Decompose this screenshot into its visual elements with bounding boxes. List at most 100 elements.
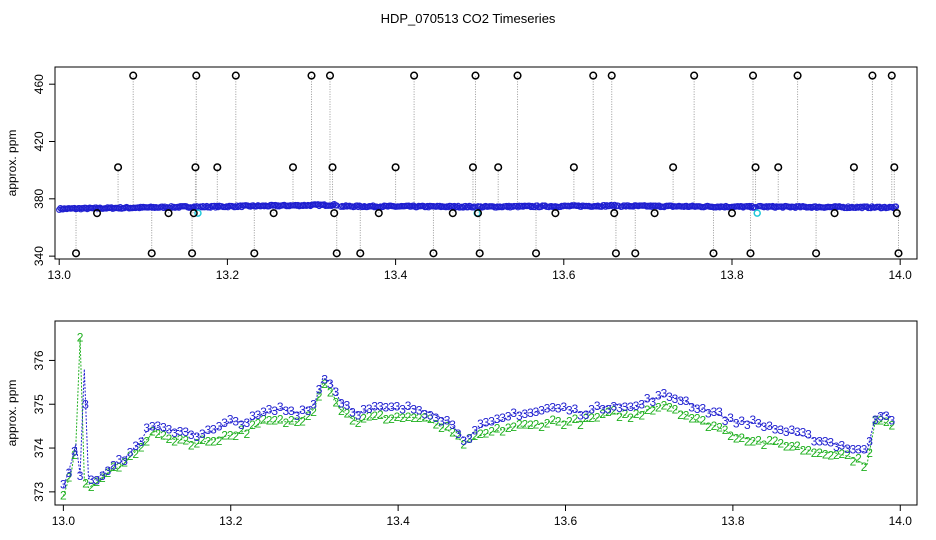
series-marker-3: 3 bbox=[510, 406, 517, 420]
series-marker-3: 3 bbox=[522, 407, 529, 421]
reference-point bbox=[531, 249, 541, 258]
series-marker-2: 2 bbox=[644, 403, 651, 417]
series-marker-3: 3 bbox=[877, 410, 884, 424]
series-marker-2: 2 bbox=[149, 425, 156, 439]
series-marker-2: 2 bbox=[277, 413, 284, 427]
series-marker-3: 3 bbox=[377, 399, 384, 413]
series-marker-3: 3 bbox=[783, 425, 790, 439]
series-marker-2: 2 bbox=[711, 419, 718, 433]
series-marker-3: 3 bbox=[677, 394, 684, 408]
series-marker-2: 2 bbox=[388, 412, 395, 426]
reference-point bbox=[332, 249, 341, 258]
series-marker-2: 2 bbox=[288, 414, 295, 428]
x-tick-label: 13.6 bbox=[552, 268, 576, 282]
series-marker-2: 2 bbox=[672, 403, 679, 417]
series-marker-2: 2 bbox=[844, 448, 851, 462]
series-marker-3: 3 bbox=[255, 408, 262, 422]
top-y-axis: 340 380 420 460 bbox=[32, 74, 55, 266]
series-marker-2: 2 bbox=[605, 405, 612, 419]
series-marker-3: 3 bbox=[805, 428, 812, 442]
series-marker-2: 2 bbox=[794, 439, 801, 453]
series-marker-2: 2 bbox=[338, 404, 345, 418]
series-marker-3: 3 bbox=[822, 435, 829, 449]
series-marker-2: 2 bbox=[316, 390, 323, 404]
series-marker-3: 3 bbox=[138, 435, 145, 449]
series-marker-3: 3 bbox=[355, 409, 362, 423]
series-marker-2: 2 bbox=[121, 456, 128, 470]
series-marker-2: 2 bbox=[410, 411, 417, 425]
series-marker-3: 3 bbox=[711, 405, 718, 419]
reference-point bbox=[751, 163, 760, 172]
series-marker-3: 3 bbox=[405, 399, 412, 413]
series-marker-2: 2 bbox=[622, 407, 629, 421]
series-marker-3: 3 bbox=[349, 406, 356, 420]
series-marker-2: 2 bbox=[677, 408, 684, 422]
series-marker-3: 3 bbox=[722, 414, 729, 428]
series-marker-2: 2 bbox=[371, 409, 378, 423]
series-marker-3: 3 bbox=[182, 425, 189, 439]
series-marker-3: 3 bbox=[833, 440, 840, 454]
series-marker-2: 2 bbox=[327, 386, 334, 400]
x-tick-label: 14.0 bbox=[889, 514, 913, 528]
series-marker-2: 2 bbox=[260, 413, 267, 427]
reference-point bbox=[709, 249, 718, 258]
series-marker-2: 2 bbox=[877, 414, 884, 428]
reference-point bbox=[307, 71, 316, 80]
y-tick-label: 380 bbox=[32, 188, 46, 208]
series-marker-2: 2 bbox=[472, 429, 479, 443]
series-marker-3: 3 bbox=[616, 401, 623, 415]
series-marker-3: 3 bbox=[455, 427, 462, 441]
series-marker-2: 2 bbox=[683, 408, 690, 422]
series-marker-2: 2 bbox=[772, 434, 779, 448]
series-marker-3: 3 bbox=[477, 417, 484, 431]
series-marker-3: 3 bbox=[794, 425, 801, 439]
series-marker-3: 3 bbox=[99, 469, 106, 483]
reference-point bbox=[748, 71, 758, 80]
reference-point bbox=[650, 209, 659, 218]
series-marker-2: 2 bbox=[143, 435, 150, 449]
reference-point bbox=[164, 209, 173, 218]
reference-point bbox=[868, 71, 877, 80]
reference-point bbox=[471, 71, 480, 80]
series-marker-3: 3 bbox=[866, 434, 873, 448]
reference-point bbox=[114, 163, 123, 172]
series-marker-3: 3 bbox=[399, 402, 406, 416]
series-marker-3: 3 bbox=[577, 409, 584, 423]
series-marker-3: 3 bbox=[416, 404, 423, 418]
series-marker-2: 2 bbox=[566, 414, 573, 428]
series-marker-3: 3 bbox=[527, 406, 534, 420]
series-marker-3: 3 bbox=[744, 418, 751, 432]
series-marker-2: 2 bbox=[588, 411, 595, 425]
series-marker-2: 2 bbox=[800, 443, 807, 457]
series-marker-2: 2 bbox=[405, 410, 412, 424]
series-marker-2: 2 bbox=[155, 427, 162, 441]
series-marker-2: 2 bbox=[160, 429, 167, 443]
series-marker-2: 2 bbox=[811, 446, 818, 460]
series-marker-2: 2 bbox=[555, 414, 562, 428]
reference-point bbox=[690, 71, 699, 80]
series-marker-3: 3 bbox=[683, 394, 690, 408]
series-marker-2: 2 bbox=[594, 411, 601, 425]
series-marker-2: 2 bbox=[816, 446, 823, 460]
series-marker-2: 2 bbox=[344, 406, 351, 420]
x-tick-label: 13.8 bbox=[720, 268, 744, 282]
series-marker-3: 3 bbox=[88, 473, 95, 487]
series-marker-2: 2 bbox=[227, 428, 234, 442]
series-marker-3: 3 bbox=[772, 422, 779, 436]
series-marker-2: 2 bbox=[822, 447, 829, 461]
series-marker-2: 2 bbox=[66, 470, 73, 484]
series-marker-3: 3 bbox=[738, 414, 745, 428]
reference-point bbox=[269, 209, 278, 218]
reference-point bbox=[250, 249, 259, 258]
reference-point bbox=[589, 71, 598, 80]
series-marker-2: 2 bbox=[82, 477, 89, 491]
series-marker-3: 3 bbox=[572, 402, 579, 416]
series-marker-3: 3 bbox=[488, 415, 495, 429]
series-marker-3: 3 bbox=[427, 408, 434, 422]
series-marker-3: 3 bbox=[305, 404, 312, 418]
series-marker-3: 3 bbox=[627, 400, 634, 414]
series-marker-3: 3 bbox=[205, 423, 212, 437]
series-marker-3: 3 bbox=[755, 416, 762, 430]
series-marker-3: 3 bbox=[127, 446, 134, 460]
